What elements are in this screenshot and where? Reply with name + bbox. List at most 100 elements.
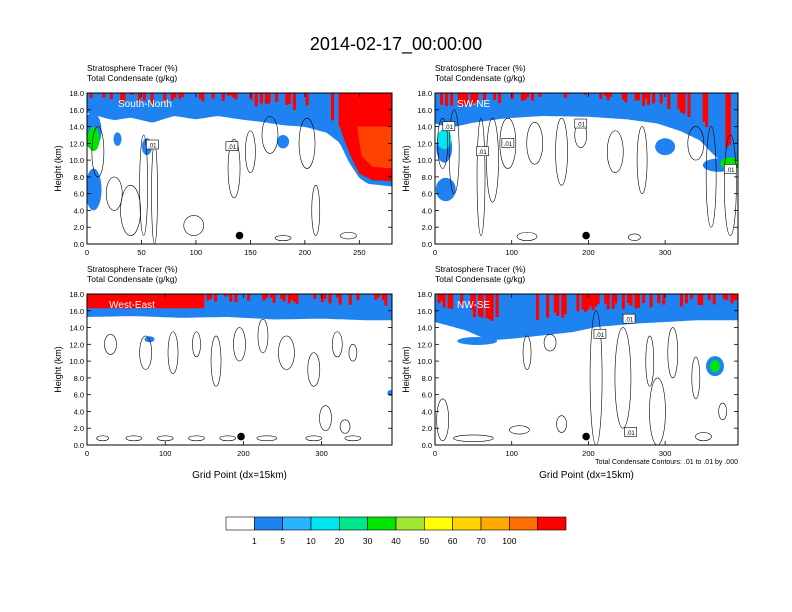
tracer-cell — [498, 93, 502, 104]
contour-label-box — [574, 118, 588, 129]
tracer-cell — [122, 93, 126, 101]
condensate-contour — [125, 435, 143, 442]
tracer-cell — [290, 294, 294, 300]
y-tick-label: 12.0 — [69, 340, 84, 349]
tracer-blob — [277, 134, 290, 149]
tracer-cell — [520, 93, 524, 101]
tracer-cell — [376, 294, 380, 298]
contour-label: .01 — [726, 168, 735, 174]
tracer-cell — [150, 93, 154, 104]
condensate-contour — [96, 435, 109, 442]
tracer-cell — [348, 294, 352, 305]
colorbar-swatch — [367, 516, 397, 531]
tracer-blob — [87, 168, 102, 211]
colorbar-swatch — [225, 516, 255, 531]
condensate-contour — [522, 335, 532, 370]
tracer-cell — [707, 294, 711, 301]
contour-label-box — [622, 313, 636, 324]
tracer-cell — [259, 93, 263, 104]
tracer-cell — [644, 93, 648, 100]
contour-label: .01 — [577, 123, 586, 129]
condensate-contour — [691, 356, 701, 400]
tracer-cell — [606, 294, 610, 310]
tracer-cell — [690, 294, 694, 299]
x-tick-label: 150 — [244, 248, 257, 257]
tracer-cell — [331, 93, 335, 121]
x-tick-label: 100 — [190, 248, 203, 257]
y-tick-label: 12.0 — [69, 139, 84, 148]
tracer-cell — [659, 93, 663, 104]
colorbar-swatch — [509, 516, 538, 531]
tracer-cell — [657, 294, 661, 304]
condensate-contour — [348, 344, 358, 362]
panel-label: NW-SE — [457, 300, 490, 311]
tracer-cell — [292, 93, 296, 110]
condensate-contour — [104, 333, 117, 355]
condensate-contours — [436, 310, 727, 445]
condensate-contour — [645, 335, 655, 387]
tracer-cell — [89, 93, 93, 98]
tracer-cell — [292, 294, 296, 302]
tracer-cell — [173, 93, 177, 98]
tracer-cell — [198, 93, 202, 99]
colorbar-label: 40 — [391, 536, 401, 546]
tracer-cell — [624, 93, 628, 103]
tracer-cell — [201, 93, 205, 102]
plot-frame — [434, 293, 739, 446]
y-tick-label: 0.0 — [422, 240, 432, 249]
tracer-cell — [536, 294, 540, 321]
tracer-cell — [652, 93, 656, 104]
tracer-cell — [677, 93, 681, 110]
panel-title-line1: Stratosphere Tracer (%) — [87, 264, 178, 274]
condensate-contour — [331, 331, 343, 358]
tracer-cell — [556, 294, 560, 316]
contour-label: .01 — [625, 318, 634, 324]
colorbar-swatch — [339, 516, 368, 531]
condensate-contour — [476, 117, 486, 236]
tracer-cell — [642, 294, 646, 304]
x-tick-label: 200 — [582, 248, 595, 257]
tracer-cell — [722, 294, 726, 300]
tracer-cell — [684, 294, 688, 304]
x-tick-label: 300 — [659, 449, 672, 458]
tracer-cell — [611, 294, 615, 309]
y-axis-label: Height (km) — [401, 145, 411, 192]
colorbar-swatch — [537, 516, 567, 531]
tracer-cell — [679, 294, 683, 307]
x-tick-label: 0 — [433, 449, 437, 458]
tracer-field: .01 .01 South-North — [87, 93, 392, 244]
panel-title-line2: Total Condensate (g/kg) — [87, 274, 177, 284]
tracer-cell — [287, 294, 291, 304]
y-tick-label: 4.0 — [422, 206, 432, 215]
x-tick-label: 200 — [299, 248, 312, 257]
y-tick-label: 10.0 — [69, 357, 84, 366]
y-tick-label: 12.0 — [417, 340, 432, 349]
tracer-cell — [206, 294, 210, 301]
condensate-contour — [256, 435, 278, 442]
condensate-contour — [245, 130, 256, 173]
panel-label: West-East — [109, 300, 155, 311]
tracer-cell — [493, 93, 497, 100]
y-tick-label: 16.0 — [417, 307, 432, 316]
x-tick-label: 300 — [659, 248, 672, 257]
condensate-contour — [120, 184, 141, 236]
colorbar-label: 20 — [335, 536, 345, 546]
colorbar-swatch — [310, 516, 340, 531]
tracer-cell — [178, 93, 182, 99]
tracer-cell — [553, 294, 557, 313]
x-axis-label: Grid Point (dx=15km) — [539, 470, 634, 481]
contour-label-box — [624, 427, 637, 437]
tracer-cell — [606, 93, 610, 101]
colorbar-swatch — [452, 516, 482, 531]
condensate-contour — [516, 231, 538, 241]
panel-title-line2: Total Condensate (g/kg) — [435, 73, 525, 83]
tracer-cell — [727, 93, 731, 145]
contour-footnote: Total Condensate Contours: .01 to .01 by… — [595, 459, 738, 466]
y-tick-label: 14.0 — [69, 324, 84, 333]
condensate-contours — [91, 116, 357, 244]
tracer-cell — [137, 93, 141, 104]
tracer-cell — [381, 294, 385, 301]
tracer-cell — [450, 93, 454, 106]
tracer-cell — [320, 294, 324, 303]
y-tick-label: 8.0 — [422, 374, 432, 383]
